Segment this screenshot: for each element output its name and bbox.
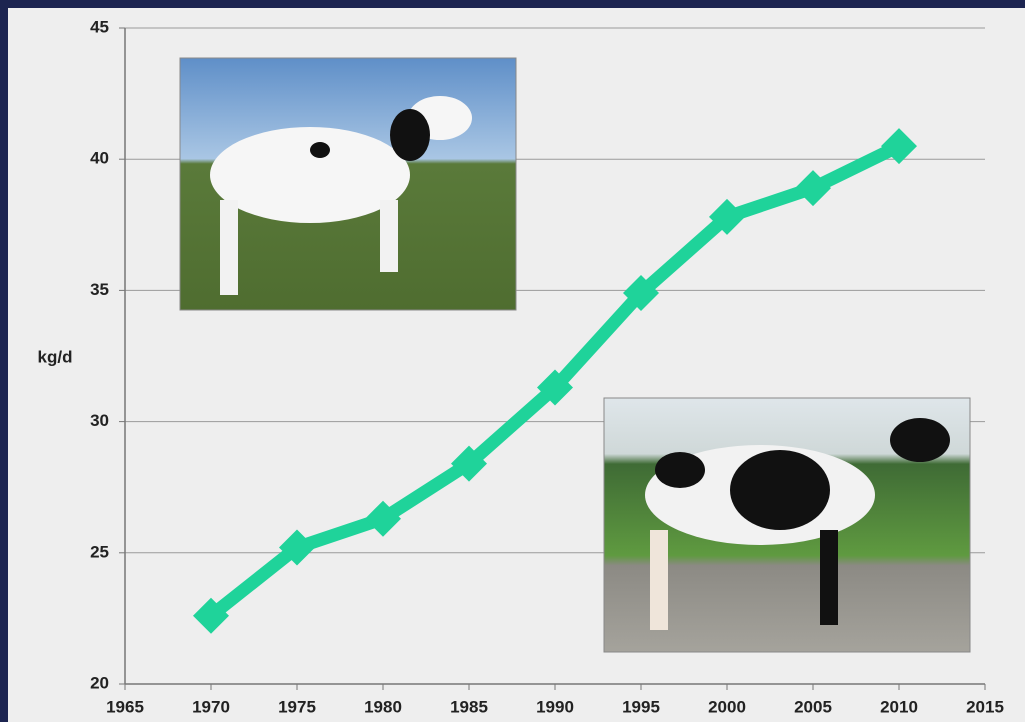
x-tick-label: 2000 bbox=[708, 697, 746, 716]
x-tick-label: 1985 bbox=[450, 697, 488, 716]
x-tick-label: 1990 bbox=[536, 697, 574, 716]
page: {"chart_data": {"type": "line", "y_label… bbox=[0, 0, 1025, 722]
x-tick-label: 1975 bbox=[278, 697, 316, 716]
x-tick-label: 1970 bbox=[192, 697, 230, 716]
x-tick-label: 1995 bbox=[622, 697, 660, 716]
chart: kg/d 20 25 30 35 40 45 1965 1970 1975 1980 1985 199… bbox=[0, 0, 1025, 722]
photo-cow bbox=[604, 398, 970, 652]
y-tick-label: 35 bbox=[90, 280, 109, 299]
y-tick-label: 40 bbox=[90, 149, 109, 168]
y-tick-label: 20 bbox=[90, 673, 109, 692]
y-tick-label: 30 bbox=[90, 411, 109, 430]
photo-bull bbox=[180, 58, 516, 310]
x-tick-label: 2010 bbox=[880, 697, 918, 716]
x-tick-label: 1965 bbox=[106, 697, 144, 716]
x-tick-label: 2015 bbox=[966, 697, 1004, 716]
x-tick-label: 1980 bbox=[364, 697, 402, 716]
y-tick-label: 45 bbox=[90, 17, 109, 36]
y-axis-label: kg/d bbox=[38, 347, 73, 366]
y-tick-label: 25 bbox=[90, 542, 109, 561]
x-tick-label: 2005 bbox=[794, 697, 832, 716]
